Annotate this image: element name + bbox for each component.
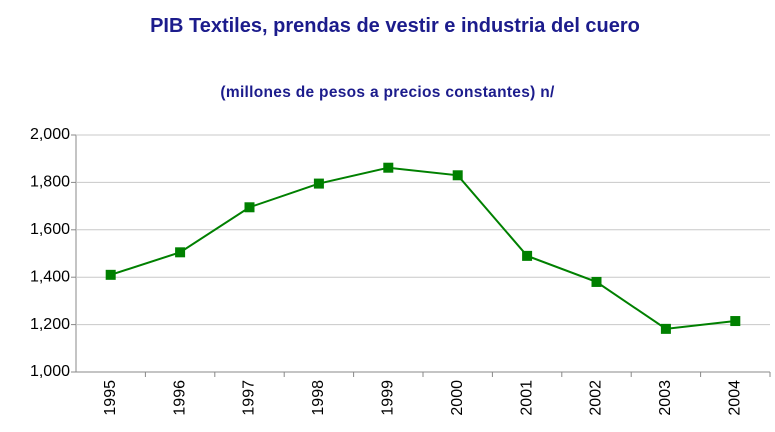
x-tick-label: 1997	[241, 380, 258, 416]
x-tick-label: 2001	[518, 380, 535, 416]
y-tick-label: 1,400	[30, 268, 70, 285]
marker	[730, 316, 741, 327]
chart-title: PIB Textiles, prendas de vestir e indust…	[150, 15, 640, 37]
marker	[244, 202, 255, 213]
x-tick-label: 2003	[657, 380, 674, 416]
x-tick-label: 1999	[380, 380, 397, 416]
x-tick-label: 2000	[449, 380, 466, 416]
marker	[383, 162, 394, 173]
y-tick-label: 1,200	[30, 316, 70, 333]
marker	[452, 170, 463, 181]
marker	[660, 323, 671, 334]
y-tick-label: 1,600	[30, 221, 70, 238]
y-tick-label: 1,800	[30, 174, 70, 191]
marker	[591, 276, 602, 287]
x-tick-label: 1998	[310, 380, 327, 416]
marker	[105, 269, 116, 280]
x-tick-label: 1996	[171, 380, 188, 416]
chart-subtitle: (millones de pesos a precios constantes)…	[220, 84, 555, 101]
x-tick-label: 1995	[102, 380, 119, 416]
line	[110, 166, 736, 330]
marker	[522, 250, 533, 261]
y-tick-label: 1,000	[30, 363, 70, 380]
x-tick-label: 2004	[727, 380, 744, 416]
marker	[313, 178, 324, 189]
y-tick-label: 2,000	[30, 126, 70, 143]
marker	[175, 247, 186, 258]
x-tick-label: 2002	[588, 380, 605, 416]
